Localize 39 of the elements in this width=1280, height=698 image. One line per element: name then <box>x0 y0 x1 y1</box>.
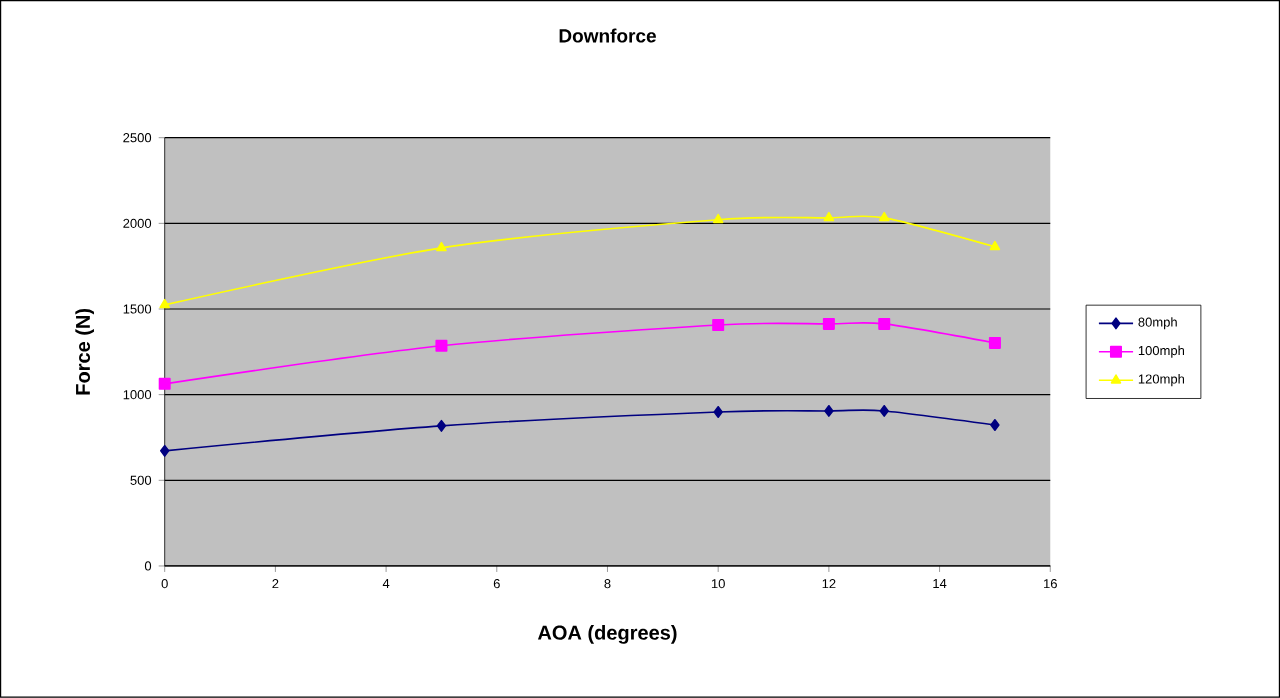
point <box>822 318 835 331</box>
point <box>713 406 723 419</box>
x-tick-label: 4 <box>382 579 390 589</box>
point <box>712 213 724 224</box>
y-axis-title: Force (N) <box>75 309 94 395</box>
x-tick-label: 8 <box>604 579 611 589</box>
point <box>878 318 891 331</box>
point <box>990 419 1000 432</box>
chart-title: Downforce <box>559 28 656 43</box>
y-tick-label: 2500 <box>123 133 152 143</box>
point <box>436 242 447 252</box>
point <box>988 337 1001 350</box>
x-tick-label: 0 <box>161 579 168 589</box>
y-tick-label: 1500 <box>123 304 152 314</box>
point <box>823 212 835 222</box>
x-axis-title: AOA (degrees) <box>537 625 677 644</box>
point <box>159 299 171 309</box>
point <box>160 445 170 458</box>
legend-label: 80mph <box>1138 317 1177 330</box>
x-tick-label: 6 <box>493 579 500 589</box>
point <box>878 212 890 222</box>
x-tick-label: 2 <box>272 579 279 589</box>
legend-label: 120mph <box>1138 374 1184 387</box>
x-tick-label: 16 <box>1044 579 1057 589</box>
point <box>436 420 447 433</box>
x-tick-label: 12 <box>822 579 836 589</box>
x-tick-label: 14 <box>933 579 947 589</box>
y-tick-label: 500 <box>130 475 152 486</box>
y-tick-label: 0 <box>144 561 152 571</box>
y-tick-label: 1000 <box>123 390 152 400</box>
point <box>435 340 448 352</box>
point <box>712 319 725 332</box>
y-tick-label: 2000 <box>123 218 152 229</box>
point <box>879 405 889 418</box>
legend-label: 100mph <box>1138 345 1184 358</box>
x-tick-label: 10 <box>711 579 725 589</box>
point <box>989 240 1001 251</box>
point <box>824 405 834 418</box>
point <box>158 378 171 391</box>
